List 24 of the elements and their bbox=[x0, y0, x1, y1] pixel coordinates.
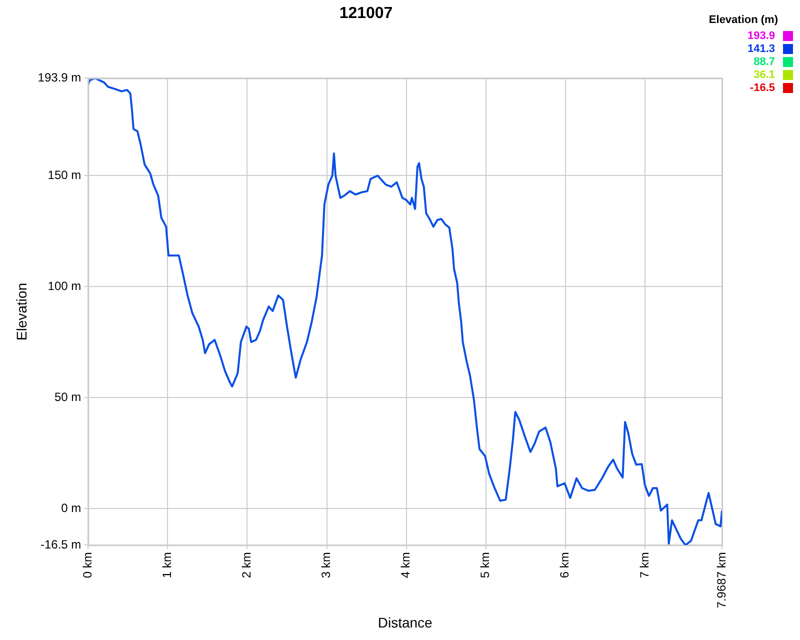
x-tick-label: 2 km bbox=[240, 552, 254, 578]
color-bar-label: 36.1 bbox=[754, 69, 775, 82]
color-bar-title: Elevation (m) bbox=[708, 14, 778, 26]
y-axis-title: Elevation bbox=[13, 282, 30, 340]
x-tick-label: 1 km bbox=[160, 552, 174, 578]
x-tick-label: 3 km bbox=[319, 552, 334, 578]
color-bar-label: 193.9 bbox=[747, 30, 775, 42]
color-bar-label: 141.3 bbox=[747, 43, 775, 56]
y-tick-label: 100 m bbox=[48, 278, 82, 293]
y-tick-label: 150 m bbox=[48, 168, 82, 182]
color-bar-label: 88.7 bbox=[754, 56, 775, 68]
chart-title: 121007 bbox=[339, 5, 393, 22]
x-tick-label: 5 km bbox=[478, 552, 492, 578]
y-tick-label: 50 m bbox=[54, 390, 82, 404]
x-axis-title: Distance bbox=[378, 614, 433, 630]
x-tick-label: 0 km bbox=[80, 552, 94, 578]
y-tick-label: -16.5 m bbox=[40, 537, 82, 552]
x-tick-label: 4 km bbox=[398, 552, 413, 578]
x-tick-label: 7 km bbox=[637, 552, 652, 578]
y-tick-label: 0 m bbox=[61, 500, 82, 515]
y-tick-label: 193.9 m bbox=[38, 70, 82, 85]
x-tick-label: 7.9687 km bbox=[714, 552, 728, 608]
x-tick-label: 6 km bbox=[558, 552, 572, 578]
color-bar-label: -16.5 bbox=[750, 82, 775, 94]
